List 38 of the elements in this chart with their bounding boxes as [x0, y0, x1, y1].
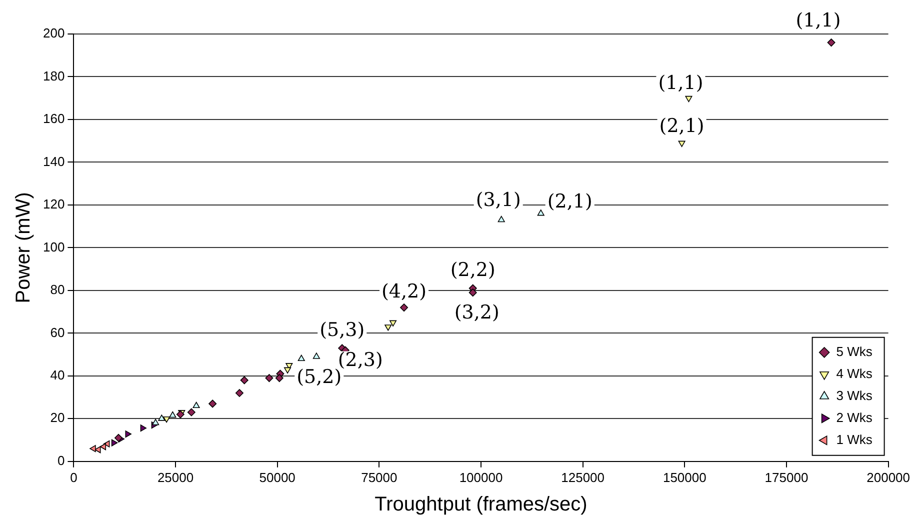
- annotation: (3,2): [454, 302, 500, 324]
- x-tick-label: 100000: [459, 470, 503, 485]
- x-tick-label: 200000: [866, 470, 910, 485]
- annotation: (1,1): [658, 72, 704, 94]
- y-tick-label: 0: [57, 452, 65, 468]
- legend-label: 4 Wks: [836, 366, 873, 381]
- x-tick-label: 50000: [259, 470, 296, 485]
- y-tick-label: 180: [42, 68, 65, 84]
- y-tick-label: 100: [42, 239, 65, 254]
- annotation: (2,2): [450, 259, 496, 282]
- y-tick-label: 200: [42, 26, 65, 41]
- annotation: (4,2): [381, 280, 427, 302]
- annotation: (3,1): [476, 188, 521, 211]
- x-axis-title: Troughtput (frames/sec): [374, 494, 588, 516]
- x-tick-label: 75000: [361, 470, 398, 485]
- y-tick-label: 160: [42, 111, 65, 126]
- legend-label: 2 Wks: [836, 410, 873, 425]
- annotation: (1,1): [796, 9, 841, 32]
- annotation: (5,2): [296, 366, 342, 388]
- annotation: (2,1): [659, 114, 704, 137]
- legend-label: 1 Wks: [836, 432, 873, 447]
- y-axis-title: Power (mW): [12, 192, 35, 304]
- x-tick-label: 150000: [662, 470, 706, 485]
- y-tick-label: 20: [50, 410, 65, 426]
- y-tick-label: 140: [42, 154, 65, 169]
- y-tick-label: 80: [50, 282, 65, 298]
- y-tick-label: 40: [50, 368, 65, 382]
- x-tick-label: 175000: [764, 470, 808, 485]
- annotation: (2,3): [338, 349, 383, 372]
- annotation: (5,3): [320, 319, 365, 342]
- legend-label: 3 Wks: [836, 388, 873, 403]
- y-tick-label: 120: [42, 196, 65, 212]
- x-tick-label: 25000: [157, 470, 194, 485]
- x-tick-label: 125000: [561, 470, 605, 485]
- y-tick-label: 60: [50, 324, 65, 340]
- annotation: (2,1): [547, 190, 592, 212]
- legend-label: 5 Wks: [836, 344, 873, 359]
- x-tick-label: 0: [70, 470, 78, 485]
